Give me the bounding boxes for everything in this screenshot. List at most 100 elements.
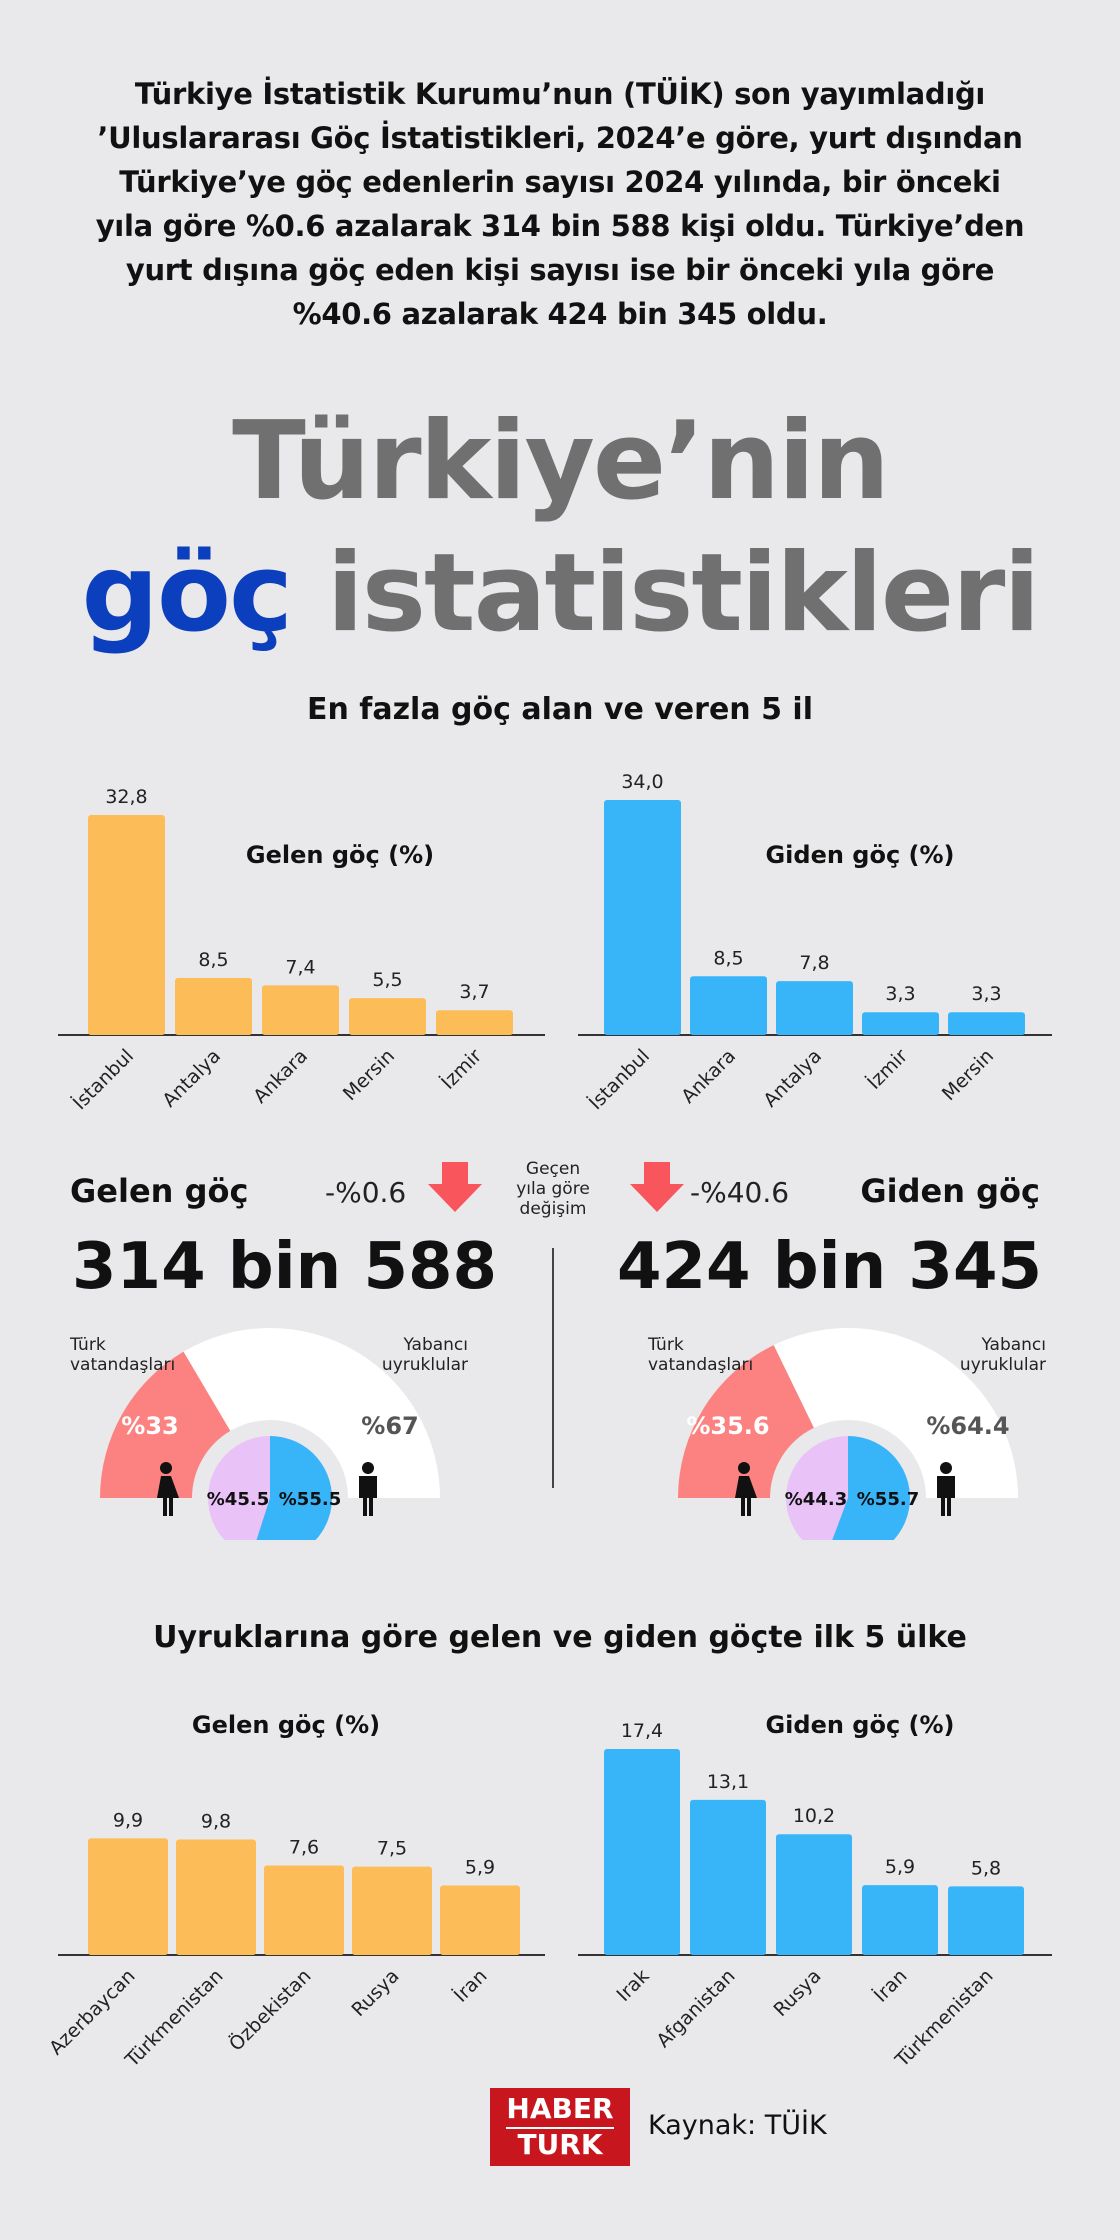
- chart-cities-outgoing-value-label: 34,0: [621, 771, 663, 793]
- chart-countries-incoming-bar: [440, 1885, 520, 1955]
- chart-countries-incoming-value-label: 9,9: [113, 1809, 143, 1831]
- outgoing-gauge-turk-pct: %35.6: [686, 1412, 769, 1440]
- chart-countries-outgoing-value-label: 13,1: [707, 1771, 749, 1793]
- outgoing-gauge-female-icon: [735, 1462, 757, 1516]
- outgoing-gauge-turk-label: Türk: [647, 1335, 684, 1355]
- chart-cities-incoming-bar: [262, 985, 339, 1035]
- chart-cities-outgoing-category-label: Ankara: [677, 1045, 740, 1108]
- incoming-gauge-male-icon: [359, 1462, 377, 1516]
- intro-text: Türkiye İstatistik Kurumu’nun (TÜİK) son…: [95, 77, 1025, 331]
- chart-cities-incoming-category-label: Ankara: [249, 1045, 312, 1108]
- outgoing-gauge-male-pct: %55.7: [857, 1489, 919, 1510]
- chart-countries-incoming-category-label: Rusya: [348, 1965, 404, 2021]
- incoming-total: 314 bin 588: [72, 1230, 497, 1304]
- section-title-cities: En fazla göç alan ve veren 5 il: [307, 692, 813, 727]
- chart-countries-incoming-value-label: 9,8: [201, 1811, 231, 1833]
- incoming-gauge-turk-pct: %33: [121, 1412, 178, 1440]
- chart-countries-outgoing-value-label: 17,4: [621, 1720, 663, 1742]
- chart-cities-incoming-value-label: 7,4: [285, 956, 315, 978]
- chart-countries-outgoing-bar: [948, 1886, 1024, 1955]
- chart-countries-outgoing-category-label: İran: [869, 1964, 912, 2007]
- chart-cities-incoming-value-label: 8,5: [198, 949, 228, 971]
- chart-cities-outgoing-bar: [948, 1012, 1025, 1035]
- chart-countries-incoming-category-label: Özbekistan: [224, 1964, 315, 2055]
- chart-countries-incoming-bar: [88, 1838, 168, 1955]
- chart-cities-outgoing-value-label: 8,5: [713, 947, 743, 969]
- chart-countries-outgoing-value-label: 10,2: [793, 1805, 835, 1827]
- chart-cities-outgoing-category-label: Antalya: [759, 1045, 826, 1112]
- outgoing-gauge-foreign-arc: [773, 1328, 1018, 1498]
- chart-countries-incoming-title: Gelen göç (%): [192, 1711, 380, 1739]
- chart-cities-outgoing-value-label: 3,3: [971, 983, 1001, 1005]
- chart-cities-outgoing-category-label: İstanbul: [584, 1044, 654, 1114]
- change-note-line: yıla göre: [516, 1179, 590, 1199]
- incoming-gauge-foreign-label: Yabancı: [402, 1335, 468, 1355]
- outgoing-gauge-foreign-label: uyruklular: [960, 1355, 1046, 1375]
- incoming-gauge-male-pct: %55.5: [279, 1489, 341, 1510]
- main-title-line1: Türkiye’nin: [232, 399, 890, 524]
- chart-cities-outgoing-category-label: İzmir: [862, 1044, 912, 1094]
- chart-countries: Gelen göç (%)9,9Azerbaycan9,8Türkmenista…: [45, 1711, 1052, 2072]
- chart-countries-outgoing-bar: [690, 1799, 766, 1955]
- outgoing-gauge-turk-label: vatandaşları: [648, 1355, 753, 1375]
- chart-countries-outgoing-bar: [604, 1749, 680, 1955]
- change-note-line: Geçen: [526, 1159, 580, 1179]
- outgoing-down-arrow-icon: [630, 1162, 684, 1212]
- chart-countries-incoming-value-label: 5,9: [465, 1856, 495, 1878]
- chart-cities-outgoing-bar: [690, 976, 767, 1035]
- chart-countries-outgoing-bar: [862, 1885, 938, 1955]
- incoming-gauge-turk-label: vatandaşları: [70, 1355, 175, 1375]
- incoming-gauge-foreign-label: uyruklular: [382, 1355, 468, 1375]
- chart-countries-incoming-value-label: 7,6: [289, 1836, 319, 1858]
- source-text: Kaynak: TÜİK: [648, 2110, 827, 2141]
- outgoing-gauge-male-icon: [937, 1462, 955, 1516]
- chart-cities-incoming-category-label: Mersin: [339, 1045, 399, 1105]
- chart-countries-incoming-value-label: 7,5: [377, 1838, 407, 1860]
- chart-cities-outgoing-bar: [604, 800, 681, 1035]
- chart-countries-incoming-bar: [176, 1839, 256, 1955]
- incoming-gauge-female-pct: %45.5: [207, 1489, 269, 1510]
- haberturk-logo: HABER TURK: [490, 2088, 630, 2166]
- chart-cities-incoming-value-label: 3,7: [459, 981, 489, 1003]
- chart-cities-outgoing-category-label: Mersin: [938, 1045, 998, 1105]
- chart-countries-outgoing-value-label: 5,9: [885, 1856, 915, 1878]
- logo-line1: HABER: [506, 2092, 614, 2125]
- section-title-countries: Uyruklarına göre gelen ve giden göçte il…: [153, 1620, 967, 1655]
- chart-cities-incoming-title: Gelen göç (%): [246, 841, 434, 869]
- chart-cities: Gelen göç (%) 32,8 İstanbul 8,5 Antalya 7,4 An…: [58, 771, 1052, 1114]
- change-note-line: değişim: [520, 1199, 587, 1219]
- chart-countries-outgoing-value-label: 5,8: [971, 1857, 1001, 1879]
- incoming-gauge-foreign-arc: [183, 1328, 441, 1498]
- main-title-rest: istatistikleri: [326, 531, 1041, 656]
- chart-countries-incoming-category-label: İran: [449, 1964, 492, 2007]
- outgoing-gauge-female-pct: %44.3: [785, 1489, 847, 1510]
- summary-divider: [552, 1248, 554, 1488]
- outgoing-gauge-foreign-pct: %64.4: [926, 1412, 1009, 1440]
- incoming-down-arrow-icon: [428, 1162, 482, 1212]
- outgoing-gauge-male-slice: [832, 1436, 910, 1540]
- incoming-gauge-male-slice: [256, 1436, 332, 1540]
- chart-cities-incoming-bar: [349, 998, 426, 1035]
- chart-countries-outgoing-category-label: Afganistan: [653, 1965, 740, 2052]
- chart-cities-incoming-value-label: 5,5: [372, 969, 402, 991]
- logo-line2: TURK: [506, 2127, 614, 2161]
- chart-countries-outgoing-category-label: Rusya: [770, 1965, 826, 2021]
- incoming-gauge-turk-arc: [100, 1351, 231, 1498]
- chart-countries-incoming-bar: [264, 1865, 344, 1955]
- outgoing-total: 424 bin 345: [617, 1230, 1042, 1304]
- chart-countries-incoming-bar: [352, 1866, 432, 1955]
- chart-cities-incoming-value-label: 32,8: [105, 786, 147, 808]
- incoming-change: -%0.6: [325, 1176, 406, 1209]
- outgoing-gauge-turk-arc: [678, 1345, 814, 1498]
- chart-countries-outgoing-bar: [776, 1834, 852, 1955]
- incoming-gauge-turk-label: Türk: [69, 1335, 106, 1355]
- chart-cities-outgoing-value-label: 7,8: [799, 952, 829, 974]
- chart-cities-incoming-category-label: Antalya: [158, 1045, 225, 1112]
- chart-cities-incoming-bar: [88, 815, 165, 1035]
- chart-countries-outgoing-title: Giden göç (%): [765, 1711, 954, 1739]
- chart-cities-outgoing-value-label: 3,3: [885, 983, 915, 1005]
- chart-cities-incoming-bar: [436, 1010, 513, 1035]
- chart-cities-incoming-bar: [175, 978, 252, 1035]
- outgoing-gauge-foreign-label: Yabancı: [980, 1335, 1046, 1355]
